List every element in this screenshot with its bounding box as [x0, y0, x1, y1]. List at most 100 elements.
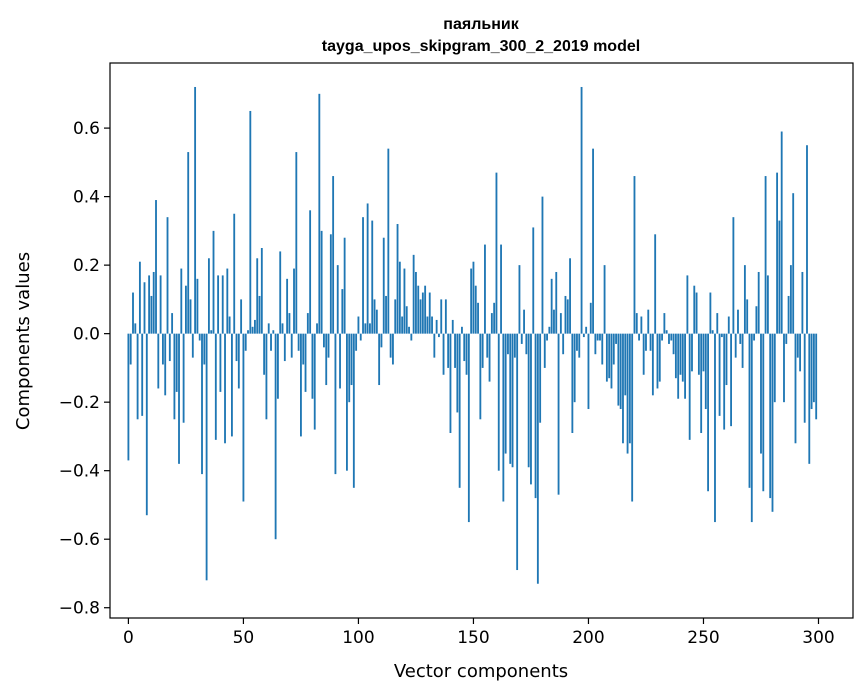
bar-209 — [608, 333, 611, 379]
bar-156 — [486, 333, 489, 358]
bar-264 — [734, 333, 737, 358]
bar-106 — [371, 220, 374, 334]
bar-30 — [196, 278, 199, 334]
bar-298 — [812, 333, 815, 403]
bar-83 — [318, 93, 321, 334]
bar-96 — [348, 333, 351, 403]
bar-77 — [304, 333, 307, 392]
bar-150 — [472, 261, 475, 334]
bar-172 — [523, 309, 525, 334]
bar-25 — [184, 285, 187, 334]
bar-52 — [247, 330, 249, 334]
bar-85 — [323, 333, 325, 348]
bar-94 — [343, 237, 346, 334]
bar-15 — [161, 333, 164, 365]
bar-199 — [585, 326, 588, 334]
bar-253 — [709, 292, 712, 334]
bar-187 — [557, 333, 560, 495]
bar-128 — [421, 292, 424, 334]
bar-63 — [272, 330, 275, 334]
bar-245 — [691, 333, 693, 372]
bar-142 — [454, 333, 456, 368]
x-axis-ticks: 0 50 100 150 200 250 300 — [123, 618, 835, 648]
bar-235 — [668, 333, 670, 344]
bar-249 — [700, 333, 703, 433]
bar-42 — [224, 333, 226, 444]
bar-219 — [631, 333, 634, 502]
bar-218 — [628, 333, 631, 444]
bar-222 — [638, 333, 640, 341]
bar-220 — [633, 176, 636, 334]
bar-224 — [642, 333, 645, 375]
bar-233 — [663, 313, 666, 334]
bar-16 — [164, 333, 167, 396]
x-tick-label-200: 200 — [572, 628, 604, 648]
bar-93 — [341, 289, 344, 334]
bar-285 — [783, 333, 785, 403]
bar-110 — [380, 333, 383, 348]
bar-98 — [352, 333, 355, 488]
bar-138 — [444, 299, 447, 334]
bar-167 — [511, 333, 514, 468]
bar-174 — [527, 333, 530, 468]
bar-88 — [329, 234, 332, 334]
bar-189 — [562, 333, 565, 355]
bar-56 — [256, 258, 259, 334]
bar-210 — [610, 333, 613, 389]
x-tick-label-100: 100 — [342, 628, 374, 648]
bar-271 — [750, 333, 753, 523]
bar-240 — [679, 333, 682, 375]
bar-256 — [716, 313, 719, 334]
bar-92 — [339, 333, 341, 389]
bar-185 — [553, 309, 555, 334]
bar-73 — [295, 152, 298, 334]
bar-164 — [504, 333, 507, 454]
bar-250 — [702, 333, 705, 372]
x-tick-label-300: 300 — [802, 628, 834, 648]
bar-241 — [681, 333, 684, 382]
bar-144 — [458, 333, 461, 488]
y-tick-label-5: 0.2 — [73, 256, 100, 276]
bar-40 — [219, 333, 222, 392]
bar-151 — [474, 285, 477, 334]
bar-195 — [576, 333, 578, 351]
bar-254 — [711, 330, 714, 334]
bar-154 — [481, 333, 484, 368]
bar-268 — [743, 265, 746, 334]
bar-278 — [766, 275, 769, 334]
bar-157 — [488, 333, 491, 382]
bar-11 — [152, 271, 155, 334]
x-axis-label: Vector components — [394, 661, 568, 682]
bar-35 — [207, 258, 210, 334]
bar-276 — [762, 333, 765, 492]
bar-170 — [518, 265, 521, 334]
bar-59 — [263, 333, 266, 375]
bar-279 — [769, 333, 772, 499]
plot-frame — [109, 62, 854, 619]
bar-125 — [415, 271, 417, 334]
bar-266 — [739, 333, 742, 344]
bar-135 — [438, 333, 440, 338]
y-axis-ticks: −0.8 −0.6 −0.4 −0.2 0.0 0.2 0.4 0.6 — [59, 119, 110, 619]
bar-46 — [233, 213, 236, 334]
bar-186 — [555, 271, 558, 334]
y-tick-label-2: −0.4 — [59, 462, 100, 482]
bar-193 — [571, 333, 574, 433]
bar-296 — [808, 333, 811, 464]
bar-127 — [419, 299, 422, 334]
bar-261 — [727, 316, 730, 334]
bar-50 — [242, 333, 245, 502]
bar-165 — [507, 333, 509, 355]
bar-51 — [244, 333, 247, 351]
bar-116 — [394, 299, 397, 334]
bar-71 — [290, 333, 293, 358]
bar-277 — [764, 176, 767, 334]
x-tick-label-250: 250 — [687, 628, 719, 648]
bar-86 — [325, 333, 328, 386]
bar-206 — [601, 333, 604, 365]
bar-163 — [502, 333, 505, 502]
bar-293 — [801, 271, 804, 334]
bar-47 — [235, 333, 238, 362]
bar-216 — [624, 333, 627, 396]
